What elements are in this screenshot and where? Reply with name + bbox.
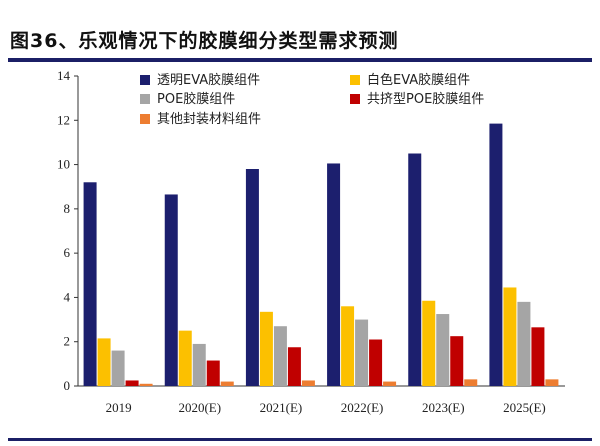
bar — [206, 360, 220, 386]
bar — [327, 163, 341, 386]
bar — [125, 380, 139, 386]
bar — [408, 153, 422, 386]
x-tick-label: 2020(E) — [178, 400, 221, 415]
bar — [83, 182, 97, 386]
title-rule — [8, 58, 592, 62]
legend-label: 透明EVA胶膜组件 — [157, 72, 260, 88]
bar — [450, 336, 464, 386]
legend-swatch — [140, 75, 150, 85]
x-tick-label: 2022(E) — [341, 400, 384, 415]
bar — [517, 301, 531, 386]
bar — [192, 343, 206, 386]
bar — [422, 300, 436, 386]
bar — [436, 314, 450, 386]
bar — [341, 306, 355, 386]
legend-label: 其他封装材料组件 — [157, 112, 261, 127]
bottom-rule — [8, 438, 592, 441]
bar — [369, 339, 383, 386]
legend-swatch — [140, 94, 150, 104]
bar — [503, 287, 517, 386]
bar — [301, 380, 315, 386]
y-tick-label: 14 — [57, 68, 71, 83]
legend-swatch — [140, 114, 150, 124]
bar — [545, 379, 559, 386]
y-tick-label: 10 — [57, 157, 70, 172]
bar — [464, 379, 478, 386]
y-tick-label: 12 — [57, 112, 70, 127]
bar — [139, 383, 153, 386]
bar — [111, 350, 125, 386]
x-tick-label: 2023(E) — [422, 400, 465, 415]
legend-label: 共挤型POE胶膜组件 — [367, 91, 484, 107]
legend-swatch — [350, 75, 360, 85]
bar — [531, 327, 545, 386]
bar — [220, 381, 234, 386]
legend-swatch — [350, 94, 360, 104]
bar — [164, 194, 178, 386]
figure-title: 图36、乐观情况下的胶膜细分类型需求预测 — [10, 30, 399, 52]
y-tick-label: 2 — [64, 334, 71, 349]
bar — [355, 319, 369, 386]
bar — [259, 311, 273, 386]
bar — [245, 169, 259, 386]
y-tick-label: 0 — [64, 378, 71, 393]
bar — [273, 326, 287, 386]
y-tick-label: 6 — [64, 245, 71, 260]
legend-label: POE胶膜组件 — [157, 91, 235, 107]
y-tick-label: 4 — [64, 289, 71, 304]
bar — [383, 381, 397, 386]
x-tick-label: 2025(E) — [503, 400, 546, 415]
bar — [287, 347, 301, 386]
x-tick-label: 2021(E) — [260, 400, 303, 415]
y-tick-label: 8 — [64, 201, 71, 216]
bar — [178, 330, 192, 386]
legend-label: 白色EVA胶膜组件 — [367, 72, 470, 88]
x-tick-label: 2019 — [106, 400, 132, 415]
bar — [489, 123, 503, 386]
bar — [97, 338, 111, 386]
